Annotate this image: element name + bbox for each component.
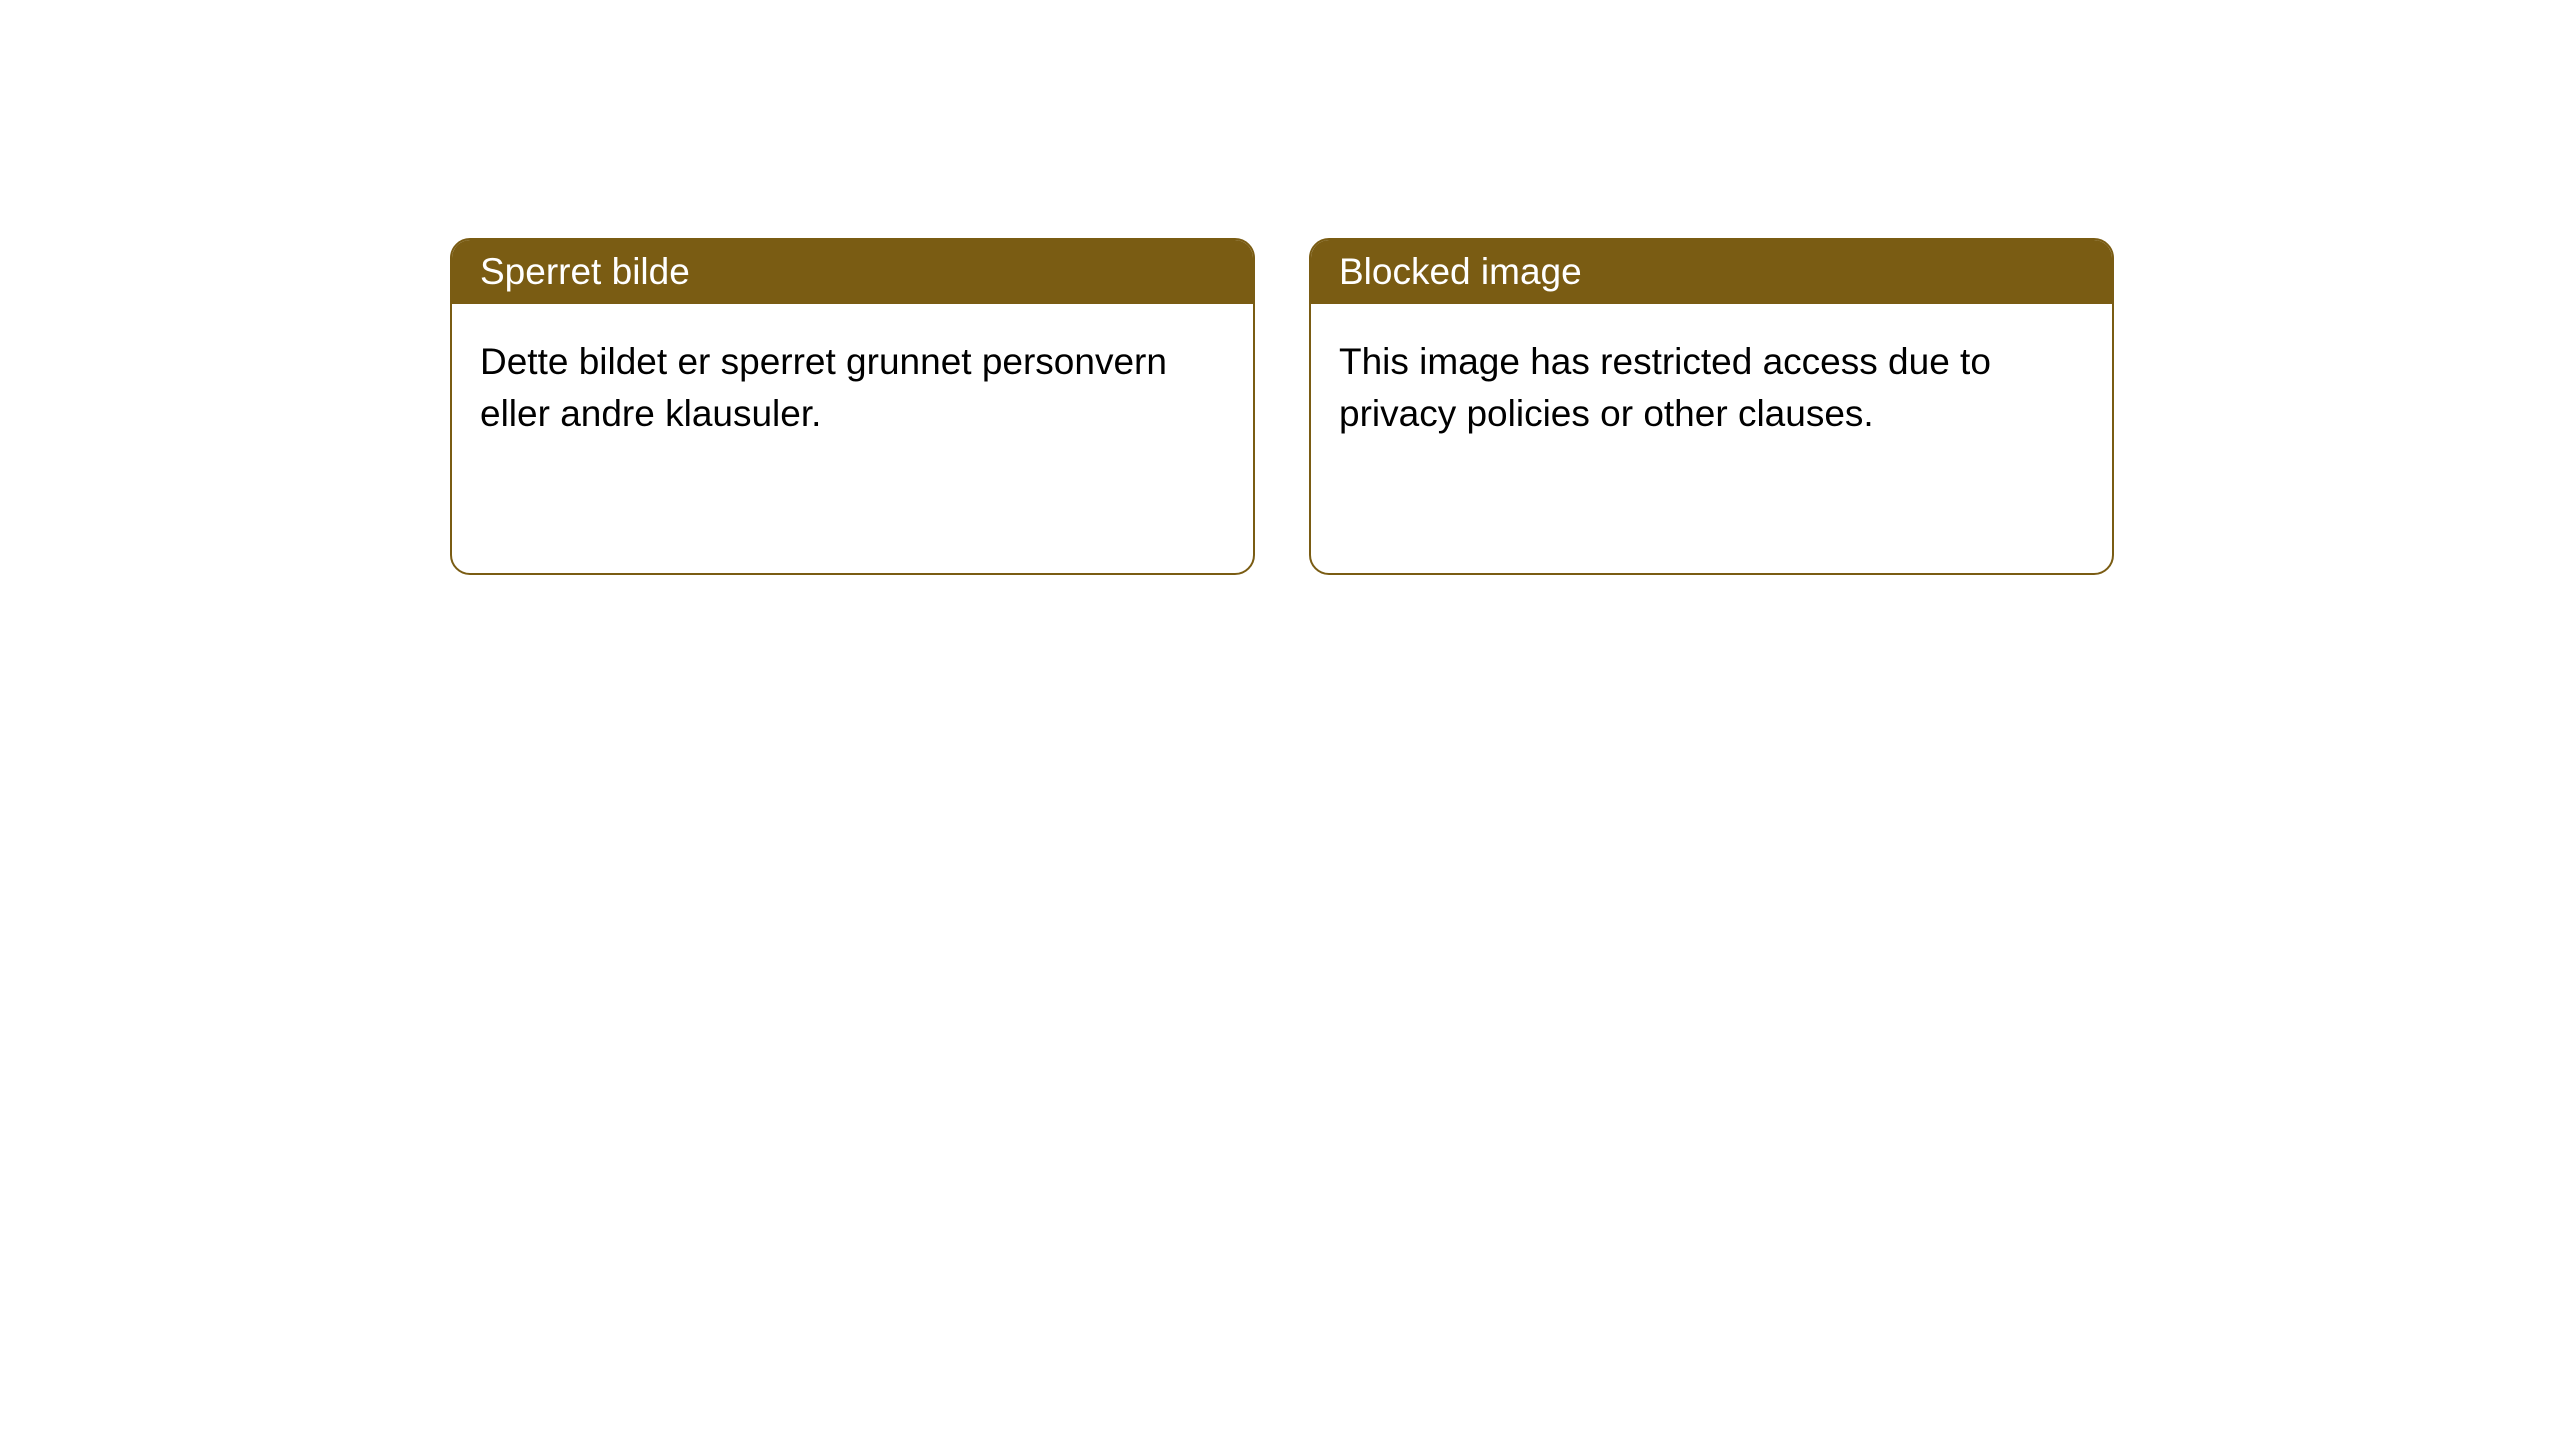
card-body-text: This image has restricted access due to … bbox=[1339, 341, 1991, 434]
card-header: Blocked image bbox=[1311, 240, 2112, 304]
notice-card-norwegian: Sperret bilde Dette bildet er sperret gr… bbox=[450, 238, 1255, 575]
notice-card-english: Blocked image This image has restricted … bbox=[1309, 238, 2114, 575]
card-body: Dette bildet er sperret grunnet personve… bbox=[452, 304, 1253, 472]
card-title: Sperret bilde bbox=[480, 251, 690, 292]
card-body: This image has restricted access due to … bbox=[1311, 304, 2112, 472]
card-header: Sperret bilde bbox=[452, 240, 1253, 304]
card-body-text: Dette bildet er sperret grunnet personve… bbox=[480, 341, 1167, 434]
notice-cards-container: Sperret bilde Dette bildet er sperret gr… bbox=[0, 0, 2560, 575]
card-title: Blocked image bbox=[1339, 251, 1582, 292]
